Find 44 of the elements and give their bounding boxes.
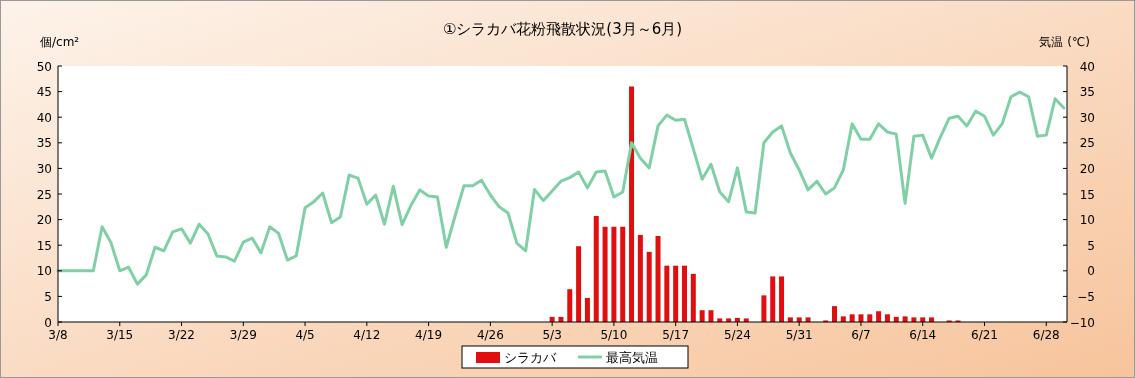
x-tick-label: 4/26 (476, 328, 504, 342)
y-tick-label: 40 (36, 110, 52, 125)
x-tick-label: 4/19 (415, 328, 443, 342)
legend-label: シラカバ (504, 350, 557, 365)
x-tick-label: 3/15 (106, 328, 134, 342)
y2-tick-label: 10 (1079, 213, 1095, 228)
x-tick-label: 6/14 (909, 328, 937, 342)
y-tick-label: 30 (36, 161, 52, 176)
y2-tick-label: 30 (1079, 110, 1095, 125)
y2-tick-label: 25 (1079, 136, 1095, 151)
x-tick-label: 5/10 (600, 328, 628, 342)
legend-label: 最高気温 (606, 350, 658, 365)
x-tick-label: 6/7 (851, 328, 871, 342)
x-tick-label: 5/3 (542, 328, 562, 342)
x-tick-label: 5/24 (723, 328, 751, 342)
x-tick-label: 5/31 (785, 328, 813, 342)
y2label: 気温 (℃) (1039, 35, 1090, 49)
x-tick-label: 3/22 (168, 328, 196, 342)
x-tick-label: 4/12 (353, 328, 381, 342)
y-tick-label: 35 (36, 136, 52, 151)
y2-tick-label: 40 (1079, 59, 1095, 74)
y2-tick-label: 15 (1079, 187, 1095, 202)
x-tick-label: 6/28 (1032, 328, 1060, 342)
y2-tick-label: −10 (1069, 315, 1095, 330)
y2-tick-label: 20 (1079, 161, 1095, 176)
x-tick-label: 6/21 (971, 328, 998, 342)
y2-tick-label: 5 (1087, 238, 1095, 253)
x-tick-label: 3/29 (229, 328, 257, 342)
ylabel: 個/cm² (40, 35, 80, 49)
y2-tick-label: 0 (1087, 264, 1095, 279)
x-tick-label: 5/17 (662, 328, 690, 342)
x-tick-label: 3/8 (48, 328, 68, 342)
y2-tick-label: 35 (1079, 85, 1095, 100)
y-tick-label: 20 (36, 213, 52, 228)
y-tick-label: 10 (36, 264, 52, 279)
title: ①シラカバ花粉飛散状況(3月～6月) (442, 20, 683, 38)
y-tick-label: 25 (36, 187, 52, 202)
x-tick-label: 4/5 (295, 328, 315, 342)
y-tick-label: 15 (36, 238, 52, 253)
y-tick-label: 45 (36, 85, 52, 100)
y-tick-label: 5 (44, 289, 52, 304)
y-tick-label: 0 (44, 315, 52, 330)
y-tick-label: 50 (36, 59, 52, 74)
y2-tick-label: −5 (1077, 289, 1095, 304)
